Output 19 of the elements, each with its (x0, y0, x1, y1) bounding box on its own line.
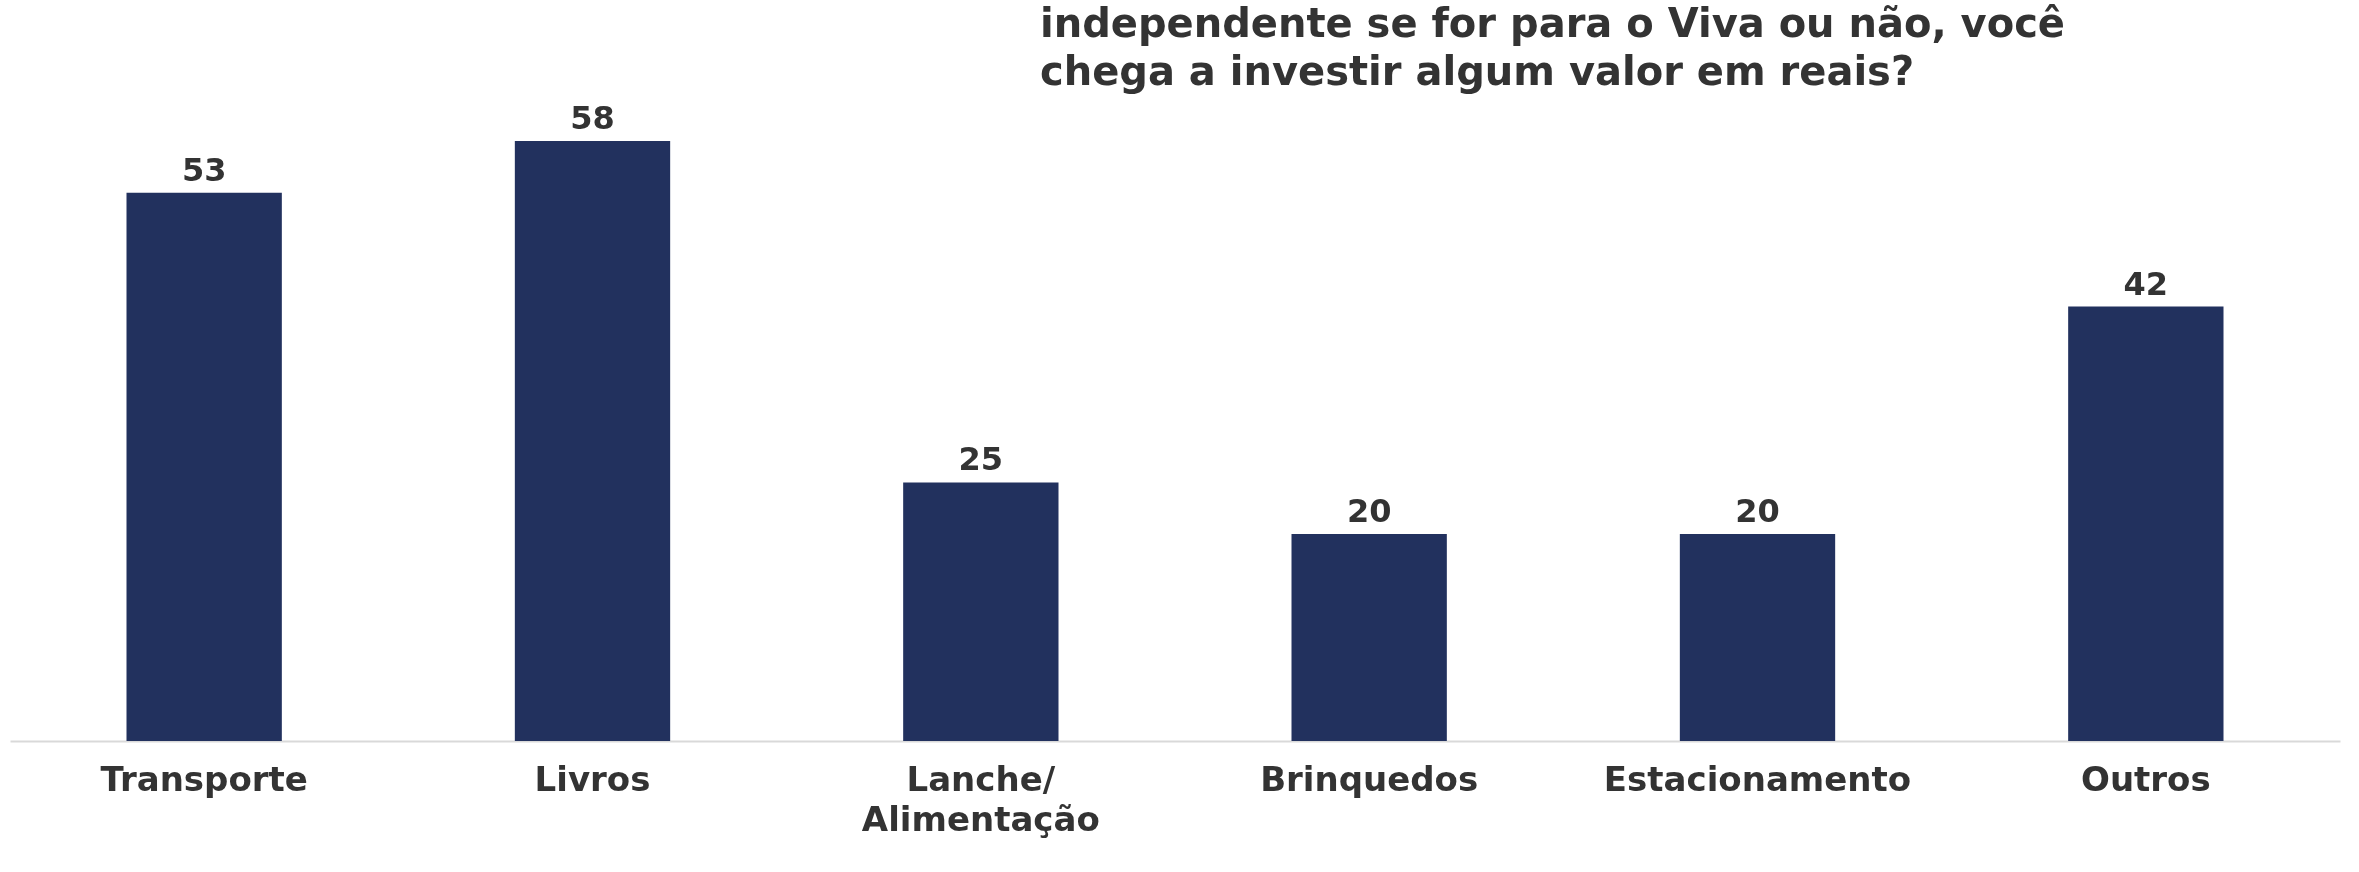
bar (1291, 534, 1447, 741)
bar (126, 192, 282, 741)
bar (903, 482, 1059, 741)
x-tick-label: Lanche/ Alimentação (861, 758, 1100, 839)
data-label: 42 (2123, 264, 2169, 303)
x-tick-label: Brinquedos (1260, 758, 1479, 799)
data-label: 58 (570, 99, 615, 137)
chart-title: independente se for para o Viva ou não, você chega a investir algum valor em reais? (1040, 0, 2065, 94)
x-tick-label: Outros (2080, 758, 2211, 799)
data-label: 53 (181, 150, 227, 189)
bar (514, 141, 671, 741)
data-label: 20 (1735, 492, 1780, 531)
x-tick-label: Transporte (100, 758, 308, 799)
data-label: 25 (958, 440, 1004, 479)
x-tick-label: Estacionamento (1603, 758, 1912, 799)
x-tick-label: Livros (534, 758, 651, 799)
bar (2068, 306, 2224, 741)
bar (1679, 534, 1836, 741)
data-label: 20 (1346, 492, 1392, 531)
